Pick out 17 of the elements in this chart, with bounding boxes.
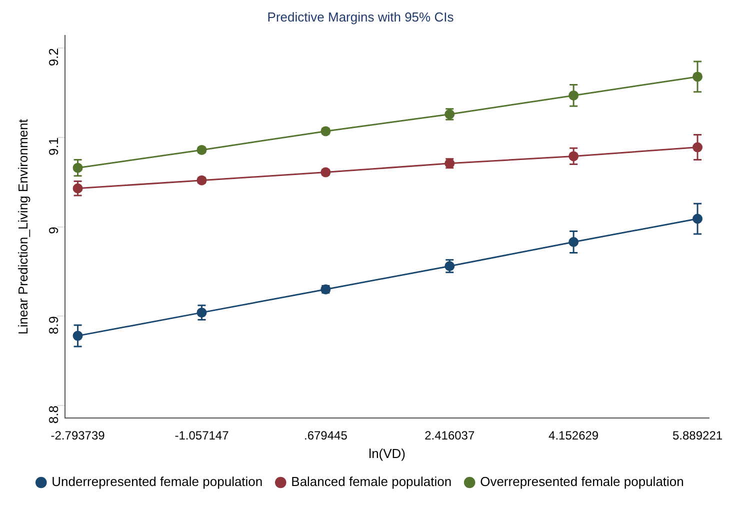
x-tick-label: 5.889221	[672, 428, 723, 443]
y-tick-label: 9.1	[46, 137, 61, 156]
y-tick-label: 9.2	[46, 48, 61, 66]
x-tick-label: -2.793739	[50, 428, 106, 443]
x-tick-label: -1.057147	[174, 428, 230, 443]
legend-label: Underrepresented female population	[52, 474, 263, 490]
y-tick-label: 8.8	[46, 405, 61, 424]
chart-title: Predictive Margins with 95% CIs	[267, 9, 454, 24]
legend-label: Balanced female population	[291, 474, 452, 490]
y-axis-title: Linear Prediction_Living Environment	[15, 118, 30, 334]
x-axis-title: ln(VD)	[368, 446, 406, 461]
y-tick-label: 8.9	[46, 316, 61, 334]
x-tick-label: 2.416037	[424, 428, 475, 443]
x-tick-label: .679445	[304, 428, 348, 443]
legend-label: Overrepresented female population	[480, 474, 684, 490]
y-tick-label: 9	[46, 226, 61, 234]
x-tick-label: 4.152629	[548, 428, 599, 443]
